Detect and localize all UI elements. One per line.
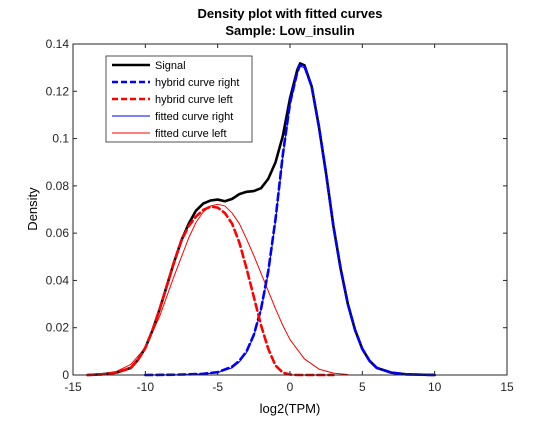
y-tick-label: 0.08 bbox=[46, 179, 70, 193]
legend-label-1: hybrid curve right bbox=[155, 77, 239, 89]
y-tick-label: 0.1 bbox=[52, 132, 69, 146]
x-tick-label: 10 bbox=[428, 380, 442, 394]
y-tick-label: 0.12 bbox=[46, 84, 70, 98]
chart-title: Density plot with fitted curves bbox=[198, 6, 383, 21]
x-tick-label: 5 bbox=[359, 380, 366, 394]
legend-label-4: fitted curve left bbox=[155, 128, 227, 140]
x-axis-label: log2(TPM) bbox=[260, 401, 321, 416]
legend: Signal hybrid curve right hybrid curve lef… bbox=[105, 55, 253, 143]
series-layer bbox=[86, 62, 436, 377]
y-tick-label: 0.04 bbox=[46, 273, 70, 287]
y-axis-label: Density bbox=[25, 187, 40, 231]
plot-area-border bbox=[72, 43, 508, 376]
y-tick-label: 0.02 bbox=[46, 321, 70, 335]
x-tick-label: 15 bbox=[500, 380, 514, 394]
x-tick-label: 0 bbox=[287, 380, 294, 394]
legend-label-0: Signal bbox=[155, 60, 186, 72]
y-tick-label: 0.06 bbox=[46, 226, 70, 240]
series-line-2 bbox=[86, 205, 335, 377]
x-tick-label: -15 bbox=[64, 380, 82, 394]
x-tick-label: -10 bbox=[137, 380, 155, 394]
legend-label-3: fitted curve right bbox=[155, 111, 233, 123]
legend-label-2: hybrid curve left bbox=[155, 94, 233, 106]
x-tick-label: -5 bbox=[212, 380, 223, 394]
y-tick-label: 0 bbox=[62, 368, 69, 382]
y-tick-label: 0.14 bbox=[46, 37, 70, 51]
chart-subtitle: Sample: Low_insulin bbox=[225, 23, 354, 38]
series-line-1 bbox=[144, 63, 436, 377]
